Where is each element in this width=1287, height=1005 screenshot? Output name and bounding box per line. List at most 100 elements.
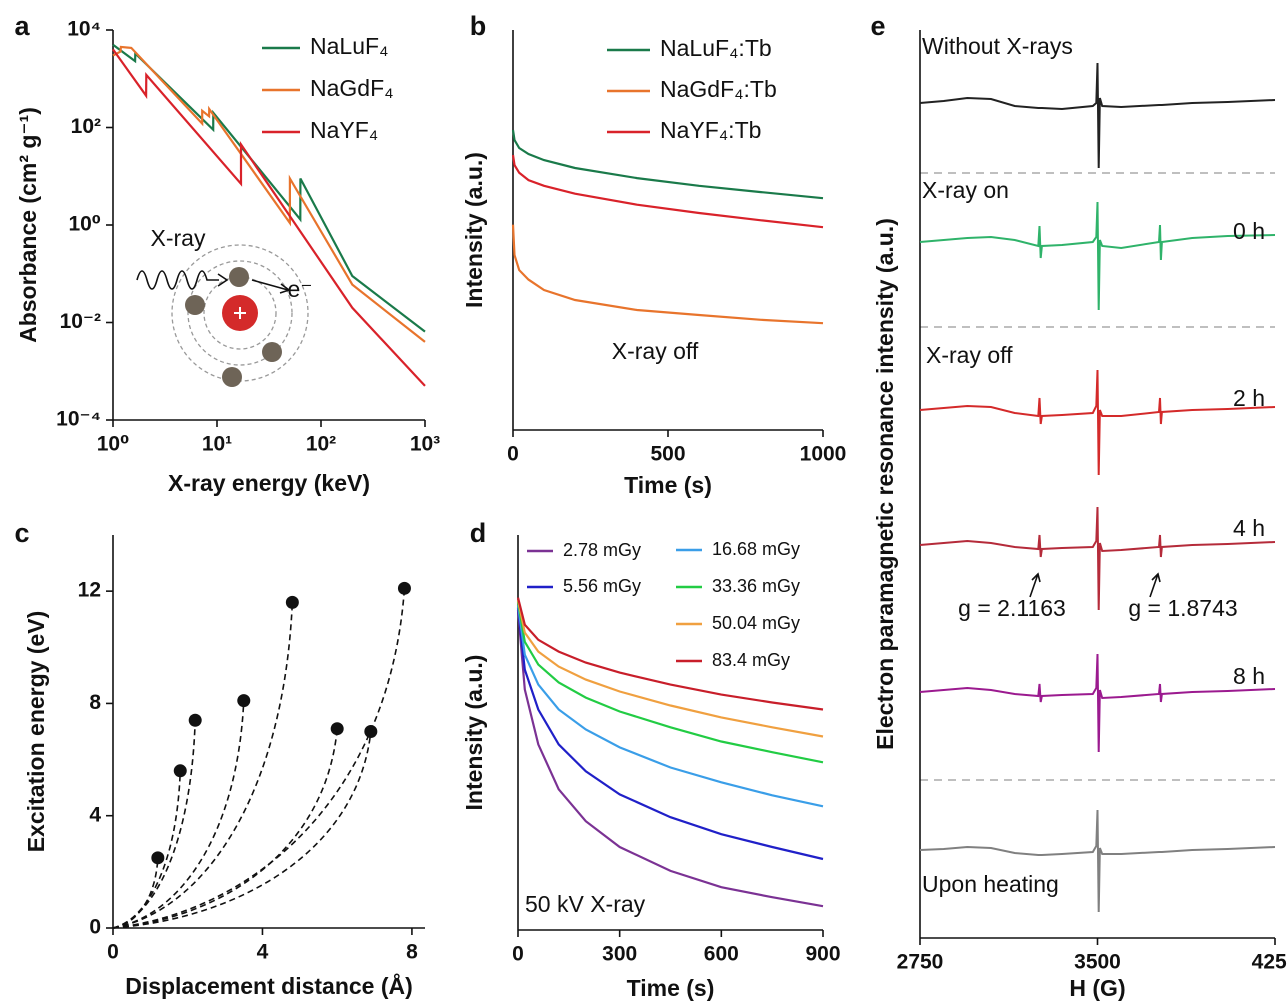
- spectrum: [919, 653, 1276, 753]
- y-axis-label: Excitation energy (eV): [23, 611, 49, 853]
- y-tick-label: 0: [89, 916, 101, 939]
- annotation: Upon heating: [922, 871, 1059, 897]
- separators: [920, 172, 1275, 781]
- series-line: [112, 48, 426, 387]
- data-point: [173, 764, 187, 778]
- panel-letter: a: [14, 11, 30, 41]
- fit-curve: [112, 588, 406, 929]
- legend-label: 33.36 mGy: [712, 576, 800, 596]
- x-tick-label: 0: [507, 443, 519, 466]
- x-tick-label: 0: [107, 941, 119, 964]
- xray-wave: [136, 270, 219, 290]
- data-point: [364, 725, 378, 738]
- arrow: [1149, 572, 1161, 598]
- legend-label: NaLuF₄:Tb: [660, 35, 772, 61]
- legend-label: 5.56 mGy: [563, 576, 641, 596]
- data-point: [151, 851, 165, 865]
- x-axis-label: X-ray energy (keV): [168, 470, 370, 496]
- series-line: [112, 43, 426, 333]
- g-arrows: [1029, 572, 1161, 598]
- y-tick-label: 8: [89, 691, 101, 714]
- x-tick-label: 900: [805, 943, 840, 966]
- x-tick-label: 10⁰: [97, 433, 130, 456]
- annotation: X-ray off: [926, 342, 1013, 368]
- annotation: X-ray: [151, 225, 206, 251]
- series-line: [516, 599, 824, 738]
- panel-letter: e: [870, 11, 885, 41]
- orbit: [187, 260, 293, 366]
- legend-label: 83.4 mGy: [712, 650, 790, 670]
- spectrum: [919, 201, 1276, 311]
- annotation: X-ray off: [612, 338, 699, 364]
- data-point: [330, 722, 344, 736]
- fit-curve: [112, 731, 372, 929]
- x-tick-label: 3500: [1074, 951, 1121, 974]
- series-line: [511, 129, 824, 200]
- x-axis-label: H (G): [1069, 975, 1125, 1001]
- x-tick-label: 500: [650, 443, 685, 466]
- x-tick-label: 4: [257, 941, 269, 964]
- x-tick-label: 600: [704, 943, 739, 966]
- y-axis-label: Absorbance (cm² g⁻¹): [15, 107, 41, 343]
- annotation: g = 1.8743: [1128, 595, 1237, 621]
- electron: [185, 295, 205, 315]
- annotation: e⁻: [288, 276, 313, 302]
- y-tick-label: 4: [89, 803, 101, 826]
- x-tick-label: 10³: [410, 433, 440, 456]
- legend-label: NaLuF₄: [310, 33, 388, 59]
- series-line: [112, 45, 426, 343]
- legend-label: 50.04 mGy: [712, 613, 800, 633]
- panel-letter: c: [14, 518, 29, 548]
- y-tick-label: 12: [78, 579, 101, 602]
- data-point: [237, 694, 251, 708]
- series-line: [516, 604, 824, 808]
- x-tick-label: 1000: [800, 443, 847, 466]
- series-line: [516, 601, 824, 764]
- x-tick-label: 300: [602, 943, 637, 966]
- y-axis-label: Electron paramagnetic resonance intensit…: [872, 218, 898, 750]
- y-tick-label: 10⁰: [68, 213, 101, 236]
- legend-label: NaGdF₄:Tb: [660, 76, 777, 102]
- series-line: [511, 154, 824, 229]
- series-line: [511, 224, 824, 325]
- series-line: [516, 607, 824, 861]
- legend-label: NaYF₄:Tb: [660, 117, 761, 143]
- data-point: [397, 581, 411, 595]
- x-tick-label: 8: [406, 941, 418, 964]
- x-tick-label: 2750: [897, 951, 944, 974]
- legend-label: NaGdF₄: [310, 75, 394, 101]
- x-axis-label: Displacement distance (Å): [125, 972, 413, 999]
- arrowhead: [217, 273, 229, 287]
- electron-path: [251, 279, 289, 291]
- series-line: [516, 609, 824, 908]
- electron: [262, 342, 282, 362]
- panel-letter: d: [470, 518, 487, 548]
- fit-curve: [112, 720, 197, 929]
- y-tick-label: 10⁻⁴: [56, 408, 101, 431]
- x-tick-label: 0: [512, 943, 524, 966]
- arrowhead: [279, 283, 291, 294]
- fit-curve: [112, 857, 159, 929]
- trace-label: 8 h: [1233, 663, 1265, 689]
- x-axis-label: Time (s): [624, 472, 712, 498]
- fit-curve: [112, 602, 294, 929]
- electron: [222, 367, 242, 387]
- panel-letter: b: [470, 11, 487, 41]
- annotation: 50 kV X-ray: [525, 891, 646, 917]
- y-axis-label: Intensity (a.u.): [461, 152, 487, 308]
- spectrum: [919, 506, 1276, 611]
- electron: [229, 267, 249, 287]
- legend-label: 2.78 mGy: [563, 540, 641, 560]
- trace-label: 2 h: [1233, 385, 1265, 411]
- trace-label: 0 h: [1233, 218, 1265, 244]
- data-point: [188, 713, 202, 727]
- annotation: g = 2.1163: [958, 595, 1066, 621]
- y-tick-label: 10⁴: [67, 18, 101, 41]
- legend-label: NaYF₄: [310, 117, 378, 143]
- x-tick-label: 4250: [1252, 951, 1287, 974]
- data-point: [285, 595, 299, 609]
- plus-sign: [234, 307, 246, 319]
- y-axis-label: Intensity (a.u.): [461, 655, 487, 811]
- x-axis-label: Time (s): [627, 975, 715, 1001]
